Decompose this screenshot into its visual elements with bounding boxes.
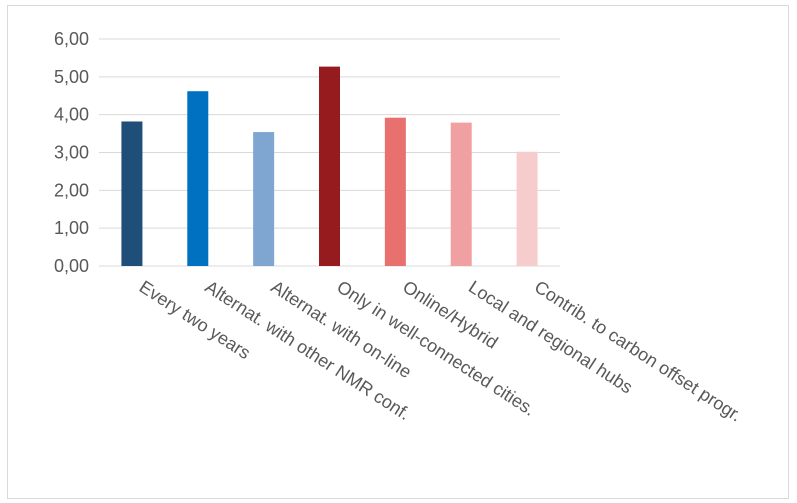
y-axis-tick-labels: 0,00 1,00 2,00 3,00 4,00 5,00 6,00 [54, 29, 89, 276]
bar [384, 117, 406, 267]
y-tick-label: 0,00 [54, 256, 89, 276]
chart-frame: 0,00 1,00 2,00 3,00 4,00 5,00 6,00 Every two y… [7, 5, 789, 499]
y-tick-label: 6,00 [54, 29, 89, 49]
bar [516, 151, 538, 266]
y-tick-label: 1,00 [54, 218, 89, 238]
y-tick-label: 3,00 [54, 143, 89, 163]
bar-chart: 0,00 1,00 2,00 3,00 4,00 5,00 6,00 Every two y… [54, 29, 746, 426]
x-category-label: Every two years [136, 277, 254, 364]
y-tick-label: 2,00 [54, 180, 89, 200]
y-tick-label: 4,00 [54, 105, 89, 125]
bar [187, 91, 209, 267]
bar [319, 66, 340, 266]
bar [121, 121, 143, 266]
bars [121, 66, 538, 267]
bar [253, 132, 275, 266]
bar [450, 122, 472, 266]
y-tick-label: 5,00 [54, 67, 89, 87]
